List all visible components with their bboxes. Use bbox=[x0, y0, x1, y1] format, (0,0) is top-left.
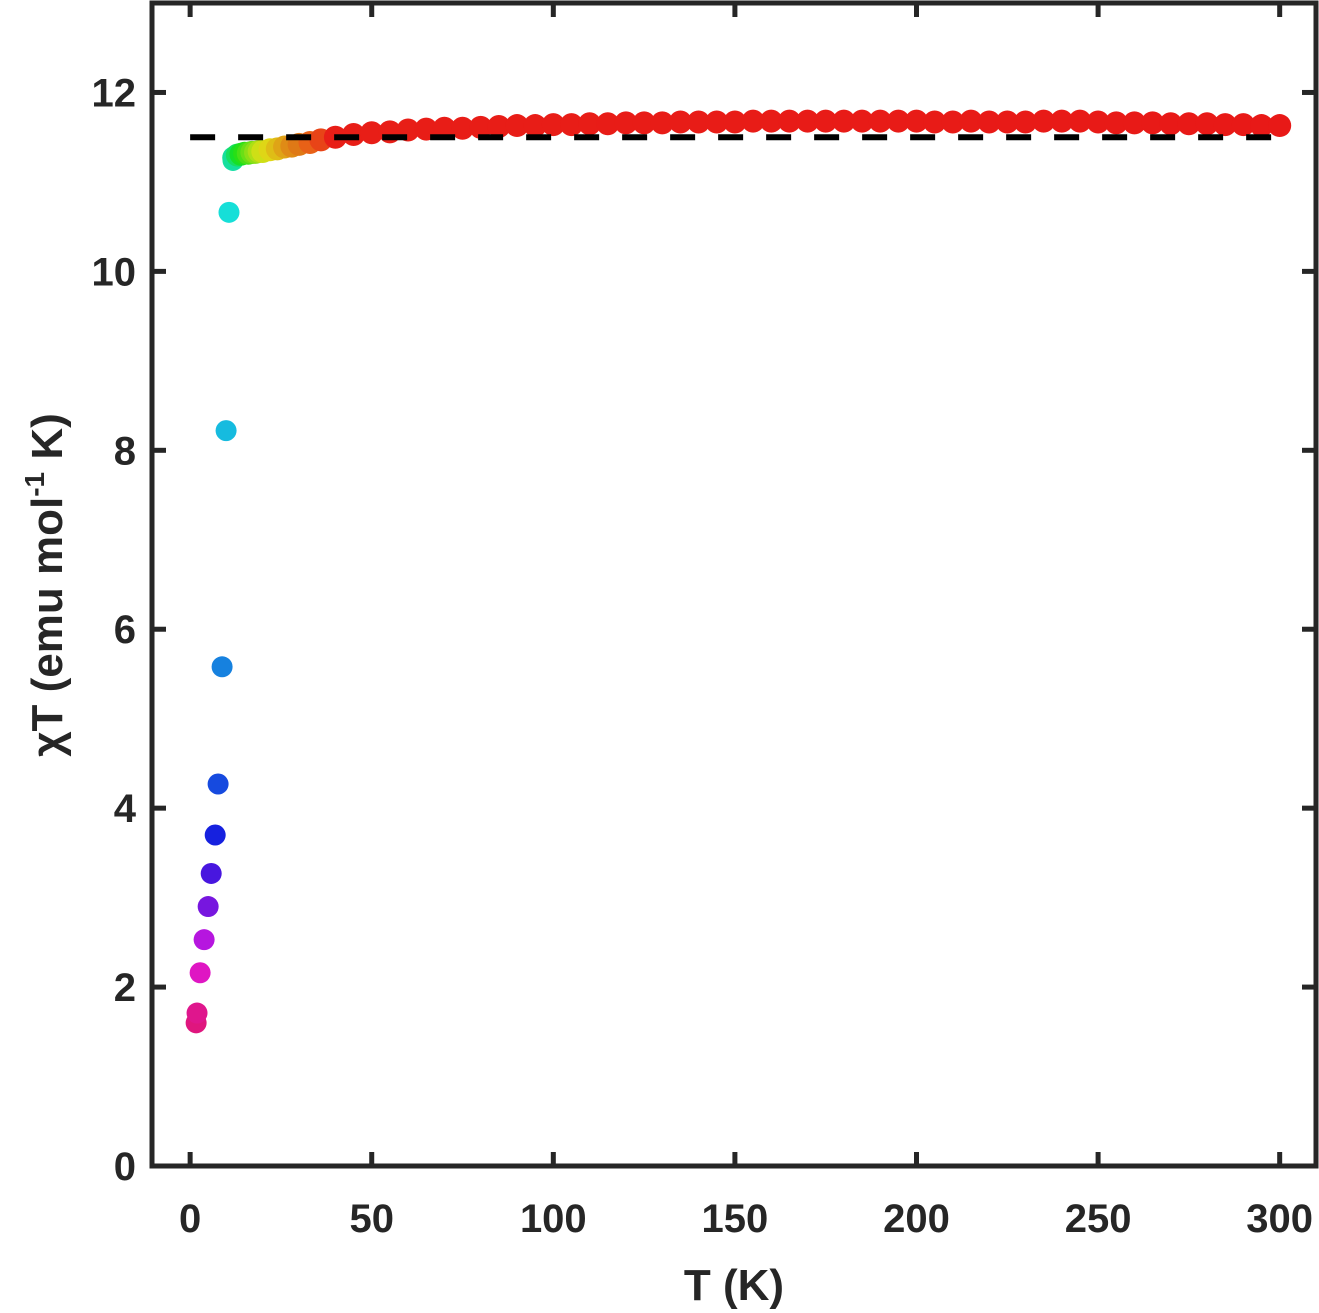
data-point bbox=[469, 115, 493, 139]
data-point bbox=[687, 110, 711, 134]
data-point bbox=[200, 862, 222, 884]
y-tick-label: 6 bbox=[114, 608, 136, 652]
data-point bbox=[1213, 113, 1237, 137]
data-point bbox=[650, 111, 674, 135]
data-point bbox=[923, 110, 947, 134]
data-point bbox=[668, 110, 692, 134]
data-point bbox=[197, 896, 219, 918]
y-tick-label: 4 bbox=[114, 787, 137, 831]
data-point bbox=[559, 113, 583, 137]
data-point bbox=[886, 109, 910, 133]
x-tick-label: 0 bbox=[179, 1197, 201, 1241]
plot-frame bbox=[149, 0, 1319, 1169]
data-point bbox=[796, 109, 820, 133]
data-point bbox=[1250, 114, 1274, 138]
data-point bbox=[1159, 112, 1183, 136]
data-point bbox=[1086, 110, 1110, 134]
data-point bbox=[977, 110, 1001, 134]
data-points bbox=[185, 109, 1292, 1034]
y-axis-label: χT (emu mol-1 K) bbox=[19, 413, 72, 757]
data-point bbox=[1013, 110, 1037, 134]
y-tick-label: 10 bbox=[92, 250, 137, 294]
data-point bbox=[904, 109, 928, 133]
data-point bbox=[432, 116, 456, 140]
data-point bbox=[850, 109, 874, 133]
y-tick-label: 2 bbox=[114, 966, 136, 1010]
y-tick-label: 0 bbox=[114, 1145, 136, 1189]
data-point bbox=[1032, 109, 1056, 133]
data-point bbox=[578, 112, 602, 136]
x-axis-label: T (K) bbox=[684, 1261, 784, 1310]
data-point bbox=[1122, 111, 1146, 135]
data-point bbox=[541, 113, 565, 137]
x-tick-label: 150 bbox=[702, 1197, 769, 1241]
data-point bbox=[614, 111, 638, 135]
x-tick-label: 250 bbox=[1065, 1197, 1132, 1241]
data-point bbox=[1068, 109, 1092, 133]
x-tick-label: 200 bbox=[883, 1197, 950, 1241]
data-point bbox=[193, 929, 215, 951]
data-point bbox=[596, 112, 620, 136]
data-point bbox=[218, 201, 240, 223]
data-point bbox=[204, 824, 226, 846]
data-point bbox=[523, 114, 547, 138]
data-point bbox=[1177, 112, 1201, 136]
data-point bbox=[1104, 111, 1128, 135]
x-tick-label: 50 bbox=[349, 1197, 394, 1241]
data-point bbox=[995, 110, 1019, 134]
x-tick-label: 300 bbox=[1246, 1197, 1313, 1241]
data-point bbox=[759, 109, 783, 133]
data-point bbox=[215, 420, 237, 442]
data-point bbox=[505, 114, 529, 138]
data-point bbox=[705, 110, 729, 134]
data-point bbox=[1231, 113, 1255, 137]
data-point bbox=[832, 109, 856, 133]
data-point bbox=[186, 1002, 208, 1024]
data-point bbox=[632, 111, 656, 135]
data-point bbox=[211, 656, 233, 678]
data-point bbox=[1195, 112, 1219, 136]
data-point bbox=[451, 116, 475, 140]
data-point bbox=[487, 114, 511, 138]
data-point bbox=[941, 110, 965, 134]
data-point bbox=[814, 109, 838, 133]
data-point bbox=[189, 962, 211, 984]
data-point bbox=[777, 109, 801, 133]
y-tick-label: 8 bbox=[114, 429, 136, 473]
data-point bbox=[207, 773, 229, 795]
axis-ticks: 0 50 100 150 200 250 300 0 2 4 6 8 10 12 bbox=[92, 3, 1316, 1241]
data-point bbox=[1050, 109, 1074, 133]
data-point bbox=[741, 109, 765, 133]
data-point bbox=[959, 109, 983, 133]
data-point bbox=[360, 121, 384, 145]
data-point bbox=[1268, 114, 1292, 138]
data-point bbox=[723, 110, 747, 134]
data-point bbox=[868, 109, 892, 133]
x-tick-label: 100 bbox=[520, 1197, 587, 1241]
data-point bbox=[1141, 111, 1165, 135]
y-tick-label: 12 bbox=[92, 71, 137, 115]
